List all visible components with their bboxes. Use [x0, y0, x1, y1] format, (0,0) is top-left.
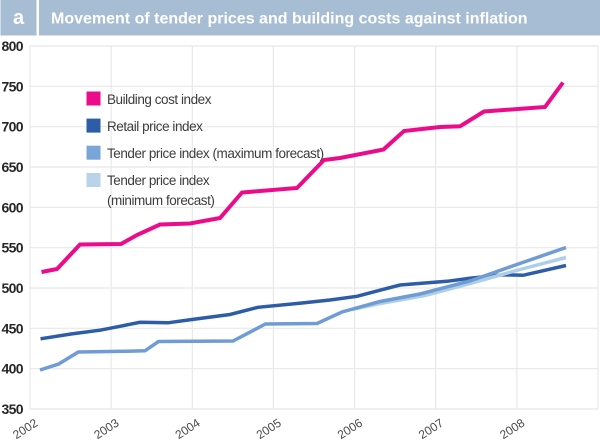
svg-text:2004: 2004	[173, 416, 203, 442]
svg-text:Movement of tender prices and: Movement of tender prices and building c…	[51, 11, 528, 28]
svg-text:450: 450	[1, 320, 23, 336]
svg-text:2006: 2006	[335, 416, 365, 442]
svg-text:600: 600	[1, 199, 23, 215]
svg-text:2005: 2005	[254, 416, 284, 442]
svg-text:Retail price index: Retail price index	[107, 119, 203, 134]
svg-text:750: 750	[1, 78, 23, 94]
svg-text:2007: 2007	[416, 416, 446, 442]
svg-text:550: 550	[1, 240, 23, 256]
svg-text:650: 650	[1, 159, 23, 175]
svg-text:Tender price index (maximum fo: Tender price index (maximum forecast)	[107, 146, 324, 161]
svg-text:Building cost index: Building cost index	[107, 92, 212, 107]
svg-text:500: 500	[1, 280, 23, 296]
svg-text:2008: 2008	[497, 416, 527, 442]
svg-text:800: 800	[1, 38, 23, 54]
svg-text:2002: 2002	[10, 416, 40, 442]
svg-text:700: 700	[1, 119, 23, 135]
svg-text:400: 400	[1, 361, 23, 377]
svg-text:(minimum forecast): (minimum forecast)	[107, 193, 214, 208]
svg-text:2003: 2003	[91, 416, 121, 442]
svg-text:a: a	[13, 7, 25, 29]
svg-text:350: 350	[1, 401, 23, 417]
svg-text:Tender price index: Tender price index	[107, 173, 210, 188]
